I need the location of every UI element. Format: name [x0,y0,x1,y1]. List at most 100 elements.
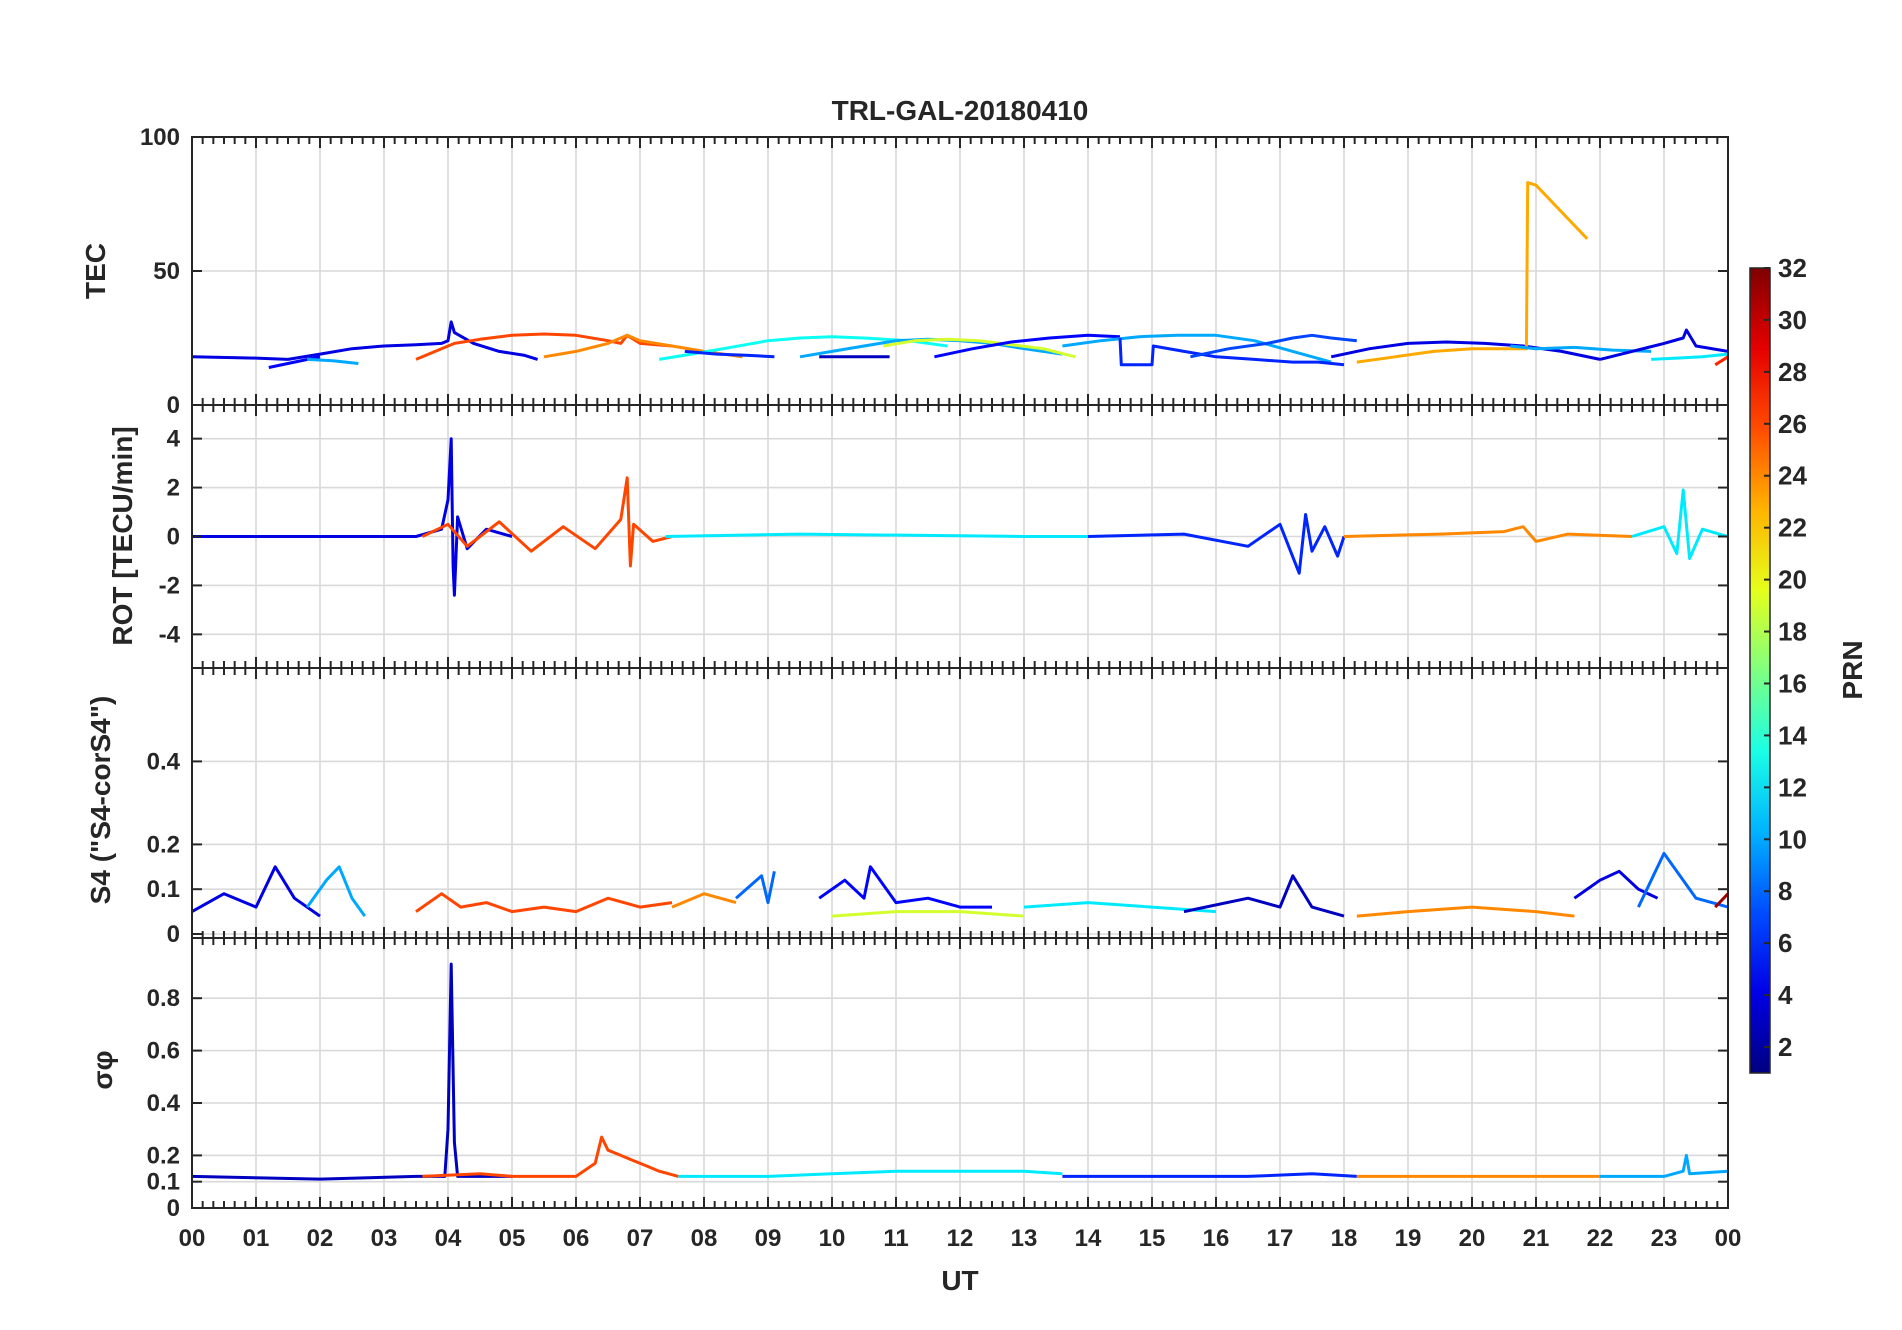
x-tick-labels: 00 01 02 03 04 05 06 07 08 09 10 11 12 13 14 15 16 17 18 19… [179,1225,1742,1252]
series-prn-12 [678,1169,1063,1178]
y-tick-label: -2 [159,572,180,599]
series-prn-5 [818,865,992,909]
series-prn-10 [1600,1153,1728,1178]
y-tick-label: 0 [167,392,180,419]
series-prn-12 [1631,488,1728,560]
x-tick-label: 10 [819,1225,846,1252]
colorbar-tick-label: 20 [1778,565,1807,595]
y-tick-label: 50 [153,258,180,285]
x-tick-label: 01 [243,1225,270,1252]
x-tick-label: 23 [1651,1225,1678,1252]
x-tick-label: 21 [1523,1225,1550,1252]
y-tick-label: 0.1 [147,1169,180,1196]
colorbar-tick-label: 24 [1778,461,1807,491]
y-tick-label: -4 [159,621,181,648]
series-prn-19 [882,337,1076,359]
colorbar-tick-label: 4 [1778,980,1793,1010]
series-prn-6 [1087,513,1346,575]
series-prn-24 [671,892,737,909]
colorbar-tick-label: 2 [1778,1032,1792,1062]
panel-3: 0 0.1 0.2 0.4 S4 ("S4-corS4") [85,667,1729,948]
x-tick-label: 11 [883,1225,908,1252]
y-tick-label: 0.6 [147,1038,180,1065]
colorbar-tick-label: 14 [1778,720,1807,750]
series-prn-5 [934,333,1121,359]
series-prn-6 [684,349,775,359]
series-prn-26 [415,892,673,914]
x-tick-label: 22 [1587,1225,1614,1252]
x-tick-label: 06 [563,1225,590,1252]
series-prn-10 [305,865,367,917]
panel-4: 00.10.2 0.4 0.6 0.8 σφ [87,937,1729,1222]
series-prn-4 [1599,328,1728,361]
x-tick-label: 20 [1459,1225,1486,1252]
x-axis-label: UT [941,1265,978,1296]
x-tick-label: 04 [435,1225,462,1252]
series-prn-24 [1356,905,1575,918]
colorbar-tick-label: 10 [1778,824,1807,854]
x-tick-label: 18 [1331,1225,1358,1252]
series-prn-10 [1510,344,1652,353]
y-tick-label: 0.8 [147,985,180,1012]
y-tick-label: 0 [167,524,180,551]
series-prn-12 [665,532,1088,538]
series-prn-7 [1190,333,1357,359]
colorbar-label: PRN [1837,640,1868,699]
series-prn-26 [422,1135,679,1178]
y-axis-label: ROT [TECU/min] [107,426,138,645]
colorbar-tick-label: 8 [1778,876,1792,906]
series-prn-27 [1714,355,1728,367]
series-prn-24 [1343,525,1633,543]
series-prn-31 [1714,892,1728,909]
y-tick-label: 0 [167,1195,180,1222]
series-group [192,437,1728,597]
series-group [192,962,1728,1181]
y-tick-label: 0.2 [147,831,180,858]
colorbar-tick-label: 18 [1778,617,1807,647]
colorbar-scale [1749,267,1771,1074]
colorbar-tick-label: 6 [1778,928,1792,958]
y-axis-label: S4 ("S4-corS4") [85,696,116,905]
series-prn-8 [1637,851,1728,909]
series-group [192,851,1728,918]
panel-1: 0 50 100 TEC [80,124,1729,419]
panel-2: -4 -2 0 2 4 ROT [TECU/min] [107,404,1729,669]
y-tick-label: 100 [140,124,180,151]
series-prn-12 [1651,352,1728,361]
series-prn-19 [831,910,1025,918]
x-tick-label: 07 [627,1225,654,1252]
x-tick-label: 03 [371,1225,398,1252]
series-prn-6 [1062,1172,1357,1178]
x-tick-label: 19 [1395,1225,1422,1252]
x-tick-label: 00 [179,1225,206,1252]
colorbar-tick-label: 26 [1778,409,1807,439]
x-tick-label: 16 [1203,1225,1230,1252]
series-prn-10 [1062,333,1332,364]
x-tick-label: 02 [307,1225,334,1252]
series-prn-10 [307,357,359,365]
series-prn-23 [1356,181,1589,364]
y-tick-label: 0 [167,921,180,948]
y-tick-label: 0.1 [147,876,180,903]
series-prn-4 [192,865,321,918]
x-tick-label: 17 [1267,1225,1294,1252]
x-tick-label: 08 [691,1225,718,1252]
series-prn-3 [192,962,512,1181]
y-axis-label: σφ [87,1050,118,1089]
series-group [192,181,1728,369]
y-tick-label: 0.4 [147,748,181,775]
y-axis-label: TEC [80,243,111,299]
series-prn-8 [735,870,776,905]
colorbar-tick-label: 16 [1778,668,1807,698]
x-tick-label: 14 [1075,1225,1102,1252]
x-tick-label: 12 [947,1225,974,1252]
series-prn-4 [192,320,539,361]
colorbar-tick-label: 22 [1778,513,1807,543]
series-prn-24 [543,333,743,359]
series-prn-12 [1023,901,1217,914]
x-tick-label: 00 [1715,1225,1742,1252]
x-tick-label: 05 [499,1225,526,1252]
